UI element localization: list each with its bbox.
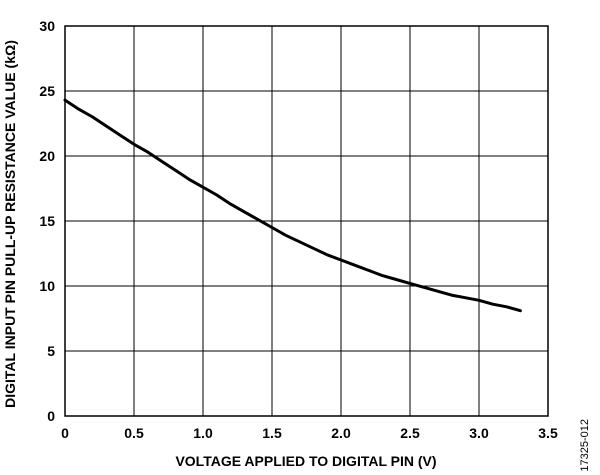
- x-tick-label: 1.0: [193, 425, 213, 441]
- x-tick-labels: 0 0.5 1.0 1.5 2.0 2.5 3.0 3.5: [61, 425, 558, 441]
- x-tick-label: 2.5: [400, 425, 420, 441]
- x-tick-label: 3.0: [469, 425, 489, 441]
- x-tick-label: 3.5: [538, 425, 558, 441]
- x-tick-label: 1.5: [262, 425, 282, 441]
- y-tick-label: 15: [39, 213, 55, 229]
- y-tick-labels: 0 5 10 15 20 25 30: [39, 18, 55, 424]
- y-tick-label: 10: [39, 278, 55, 294]
- x-axis-label: VOLTAGE APPLIED TO DIGITAL PIN (V): [175, 453, 436, 469]
- figure-id: 17325-012: [579, 419, 591, 472]
- plot-frame: [64, 25, 549, 417]
- y-tick-label: 20: [39, 148, 55, 164]
- y-tick-label: 25: [39, 83, 55, 99]
- x-tick-label: 0.5: [124, 425, 144, 441]
- data-series: [63, 98, 522, 313]
- y-tick-label: 5: [47, 343, 55, 359]
- y-tick-label: 0: [47, 408, 55, 424]
- y-tick-label: 30: [39, 18, 55, 34]
- y-axis-label: DIGITAL INPUT PIN PULL-UP RESISTANCE VAL…: [2, 40, 18, 408]
- series-line: [63, 98, 522, 313]
- x-tick-label: 0: [61, 425, 69, 441]
- x-tick-label: 2.0: [331, 425, 351, 441]
- gridlines: [65, 26, 548, 416]
